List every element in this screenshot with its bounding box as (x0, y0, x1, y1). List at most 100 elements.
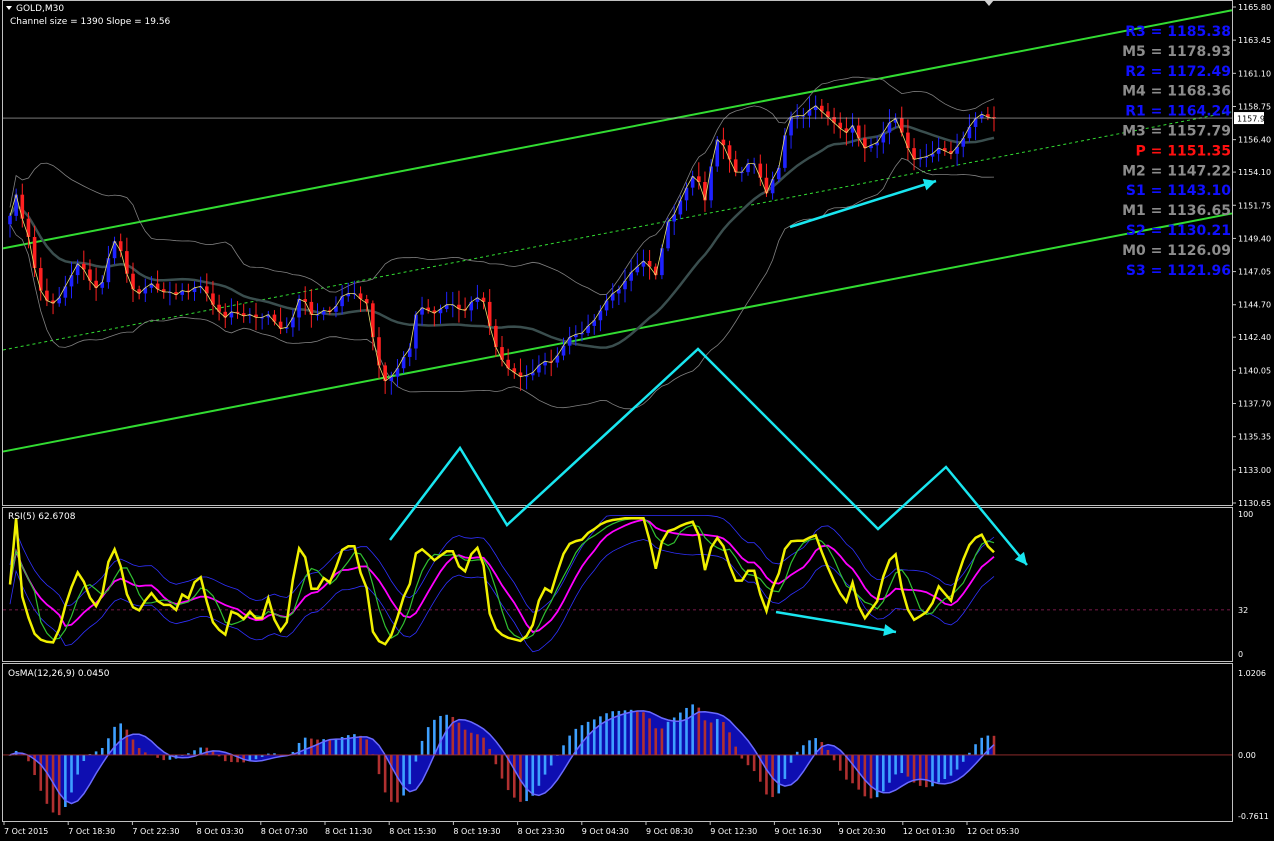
candle (561, 337, 566, 361)
candle (530, 359, 535, 381)
candle (721, 127, 726, 160)
shift-marker-icon[interactable] (984, 0, 994, 6)
upper-band-line (9, 76, 995, 296)
pivot-level-label: S1 = 1143.10 (1126, 183, 1231, 199)
osma-bar (420, 740, 424, 755)
candle (211, 280, 215, 315)
pivot-level-label: M1 = 1136.65 (1122, 203, 1231, 219)
candle (217, 294, 221, 321)
pivot-level-label: P = 1151.35 (1135, 143, 1231, 159)
candle (297, 294, 301, 331)
osma-bar (961, 754, 965, 762)
osma-bar (254, 754, 258, 760)
candle (149, 275, 154, 293)
osma-bar (900, 754, 904, 774)
rsi-line (8, 516, 995, 646)
time-tick-label: 8 Oct 19:30 (453, 827, 500, 836)
osma-bar (882, 754, 885, 792)
price-tick-label: 1133.00 (1238, 466, 1271, 475)
candle (248, 308, 252, 324)
price-panel-frame (2, 0, 1233, 506)
osma-bar (482, 737, 485, 755)
osma-bar (611, 711, 614, 755)
osma-bar (156, 754, 159, 758)
candle (315, 303, 320, 321)
candle (45, 278, 49, 307)
channel-middle-line (2, 111, 1233, 351)
price-tick-label: 1137.70 (1238, 400, 1271, 409)
osma-bar (851, 754, 854, 784)
osma-bar (648, 718, 651, 755)
candle (727, 140, 732, 173)
time-tick-label: 7 Oct 2015 (4, 827, 48, 836)
osma-bar (223, 754, 227, 762)
osma-bar (697, 707, 701, 755)
time-tick-label: 7 Oct 18:30 (68, 827, 115, 836)
osma-bar (64, 754, 67, 808)
menu-triangle-icon[interactable] (6, 6, 12, 10)
osma-bar (599, 716, 602, 755)
osma-panel[interactable] (3, 704, 1232, 816)
osma-bar (402, 754, 405, 796)
osma-bar (187, 753, 190, 755)
price-tick-label: 1154.10 (1238, 168, 1271, 177)
channel-upper-line (2, 9, 1233, 250)
candle (69, 261, 74, 299)
osma-bar (113, 726, 116, 755)
moving-average-line (8, 124, 995, 349)
osma-bar (469, 732, 473, 755)
annotation-arrows (389, 178, 1028, 636)
osma-bar (592, 719, 596, 755)
candle (524, 365, 529, 390)
candle (635, 252, 640, 276)
price-tick-label: 1151.75 (1238, 201, 1271, 210)
osma-bar (838, 754, 842, 771)
candle (192, 281, 197, 301)
osma-bar (205, 747, 209, 755)
rsi-divergence-arrow (775, 610, 897, 636)
candle (875, 135, 879, 159)
osma-bar (617, 710, 621, 755)
osma-title: OsMA(12,26,9) 0.0450 (8, 669, 110, 679)
candle (457, 290, 461, 323)
rsi-panel[interactable] (3, 515, 1232, 653)
candle (813, 95, 818, 120)
candle (893, 113, 898, 129)
candle (740, 166, 744, 182)
candle (143, 278, 148, 303)
current-price-label: 1157.93 (1237, 115, 1270, 124)
rsi-title: RSI(5) 62.6708 (8, 512, 76, 522)
current-price-box (1234, 112, 1264, 125)
osma-tick-label: 0.00 (1238, 751, 1256, 760)
pivot-level-label: M4 = 1168.36 (1122, 84, 1231, 100)
rsi-fast-ma-line (9, 517, 995, 641)
osma-bar (894, 754, 897, 775)
candle (506, 348, 510, 376)
pivot-level-label: S2 = 1130.21 (1126, 223, 1231, 239)
osma-bar (322, 739, 325, 755)
candle (653, 263, 658, 280)
candle (967, 114, 972, 143)
candle (586, 314, 590, 337)
candle (168, 281, 172, 306)
osma-bar (912, 754, 916, 783)
osma-bar (543, 754, 547, 775)
candle (426, 299, 430, 314)
candle (180, 283, 184, 301)
osma-bar (494, 754, 498, 765)
price-panel[interactable] (2, 9, 1233, 453)
osma-bar (709, 722, 713, 755)
osma-bar (752, 754, 756, 772)
osma-bar (826, 749, 830, 755)
candle (943, 140, 947, 156)
candle (266, 310, 271, 325)
candle (592, 314, 597, 335)
osma-bar (863, 754, 867, 797)
osma-bar (70, 754, 73, 793)
candle (321, 307, 326, 321)
time-tick-label: 9 Oct 12:30 (710, 827, 757, 836)
osma-bar (814, 738, 817, 755)
osma-bar (562, 745, 565, 755)
